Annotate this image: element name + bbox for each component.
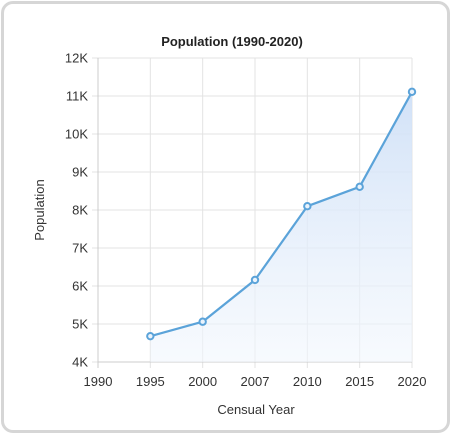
y-tick-label: 11K [66, 89, 88, 104]
y-axis-ticks: 4K 5K 6K 7K 8K 9K 10K 11K 12K [65, 51, 88, 370]
chart-title: Population (1990-2020) [161, 34, 303, 49]
line-path [150, 91, 413, 338]
x-axis-ticks: 1990 1995 2000 2007 2010 2015 2020 [84, 374, 427, 389]
data-point[interactable] [146, 331, 155, 341]
y-tick-label: 5K [72, 317, 88, 332]
y-tick-label: 10K [65, 127, 88, 142]
y-tick-label: 4K [72, 355, 88, 370]
x-tick-label: 2010 [293, 374, 322, 389]
data-point[interactable] [303, 202, 312, 211]
y-tick-label: 6K [72, 279, 88, 294]
series-line [150, 91, 413, 338]
y-tick-label: 12K [65, 51, 88, 66]
area-path [150, 91, 413, 362]
data-point[interactable] [407, 87, 417, 97]
data-points [146, 87, 417, 341]
y-tick-label: 7K [72, 241, 88, 256]
x-tick-label: 2000 [188, 374, 217, 389]
data-point[interactable] [355, 182, 364, 192]
area-fill [150, 91, 413, 362]
x-tick-label: 1990 [84, 374, 113, 389]
y-tick-label: 8K [72, 203, 88, 218]
data-point[interactable] [198, 317, 207, 326]
x-tick-label: 2007 [241, 374, 270, 389]
y-axis-title: Population [32, 179, 47, 240]
data-point[interactable] [250, 275, 260, 285]
x-tick-label: 2020 [398, 374, 427, 389]
x-axis-title: Censual Year [217, 402, 295, 417]
x-tick-label: 1995 [136, 374, 165, 389]
x-tick-label: 2015 [345, 374, 374, 389]
y-tick-label: 9K [72, 165, 88, 180]
